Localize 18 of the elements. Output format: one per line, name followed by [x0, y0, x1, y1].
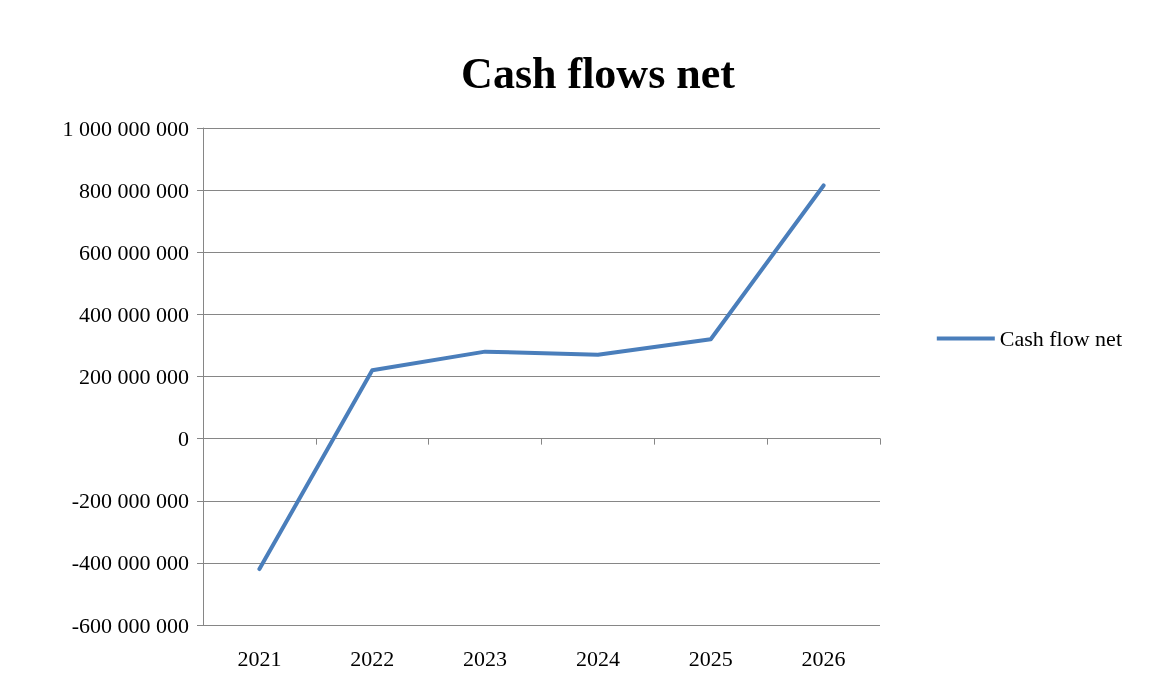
y-tick-label: 0 — [178, 426, 189, 452]
legend-label: Cash flow net — [999, 326, 1122, 351]
chart-title: Cash flows net — [461, 48, 736, 98]
y-tick-label: 400 000 000 — [79, 301, 189, 327]
x-tick-label: 2023 — [463, 645, 508, 671]
x-tick-label: 2025 — [688, 645, 733, 671]
y-tick-label: -600 000 000 — [71, 612, 189, 638]
y-tick-label: -400 000 000 — [71, 550, 189, 576]
x-tick-label: 2026 — [801, 645, 846, 671]
x-tick-label: 2021 — [237, 645, 282, 671]
y-tick-label: 800 000 000 — [79, 177, 189, 203]
y-tick-label: 600 000 000 — [79, 239, 189, 265]
y-tick-label: 1 000 000 000 — [62, 115, 189, 141]
y-tick-label: -200 000 000 — [71, 488, 189, 514]
x-tick-label: 2024 — [575, 645, 620, 671]
x-tick-label: 2022 — [350, 645, 395, 671]
line-series — [257, 183, 826, 572]
y-tick-label: 200 000 000 — [79, 364, 189, 389]
